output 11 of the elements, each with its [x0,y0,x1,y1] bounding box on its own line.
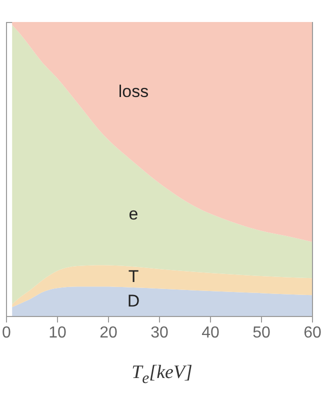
x-tick-label: 40 [202,324,220,342]
x-tick-label: 10 [48,324,66,342]
x-tick-label: 50 [252,324,270,342]
x-axis-title: T$_{e}$[keV] [130,362,194,388]
x-tick-label: 20 [100,324,118,342]
x-tick-label: 60 [304,324,322,342]
series-label: loss [118,82,149,101]
series-label: T [128,267,139,286]
x-tick-label: 0 [2,324,12,342]
x-tick-label: 30 [150,324,168,342]
series-label: e [128,204,138,224]
